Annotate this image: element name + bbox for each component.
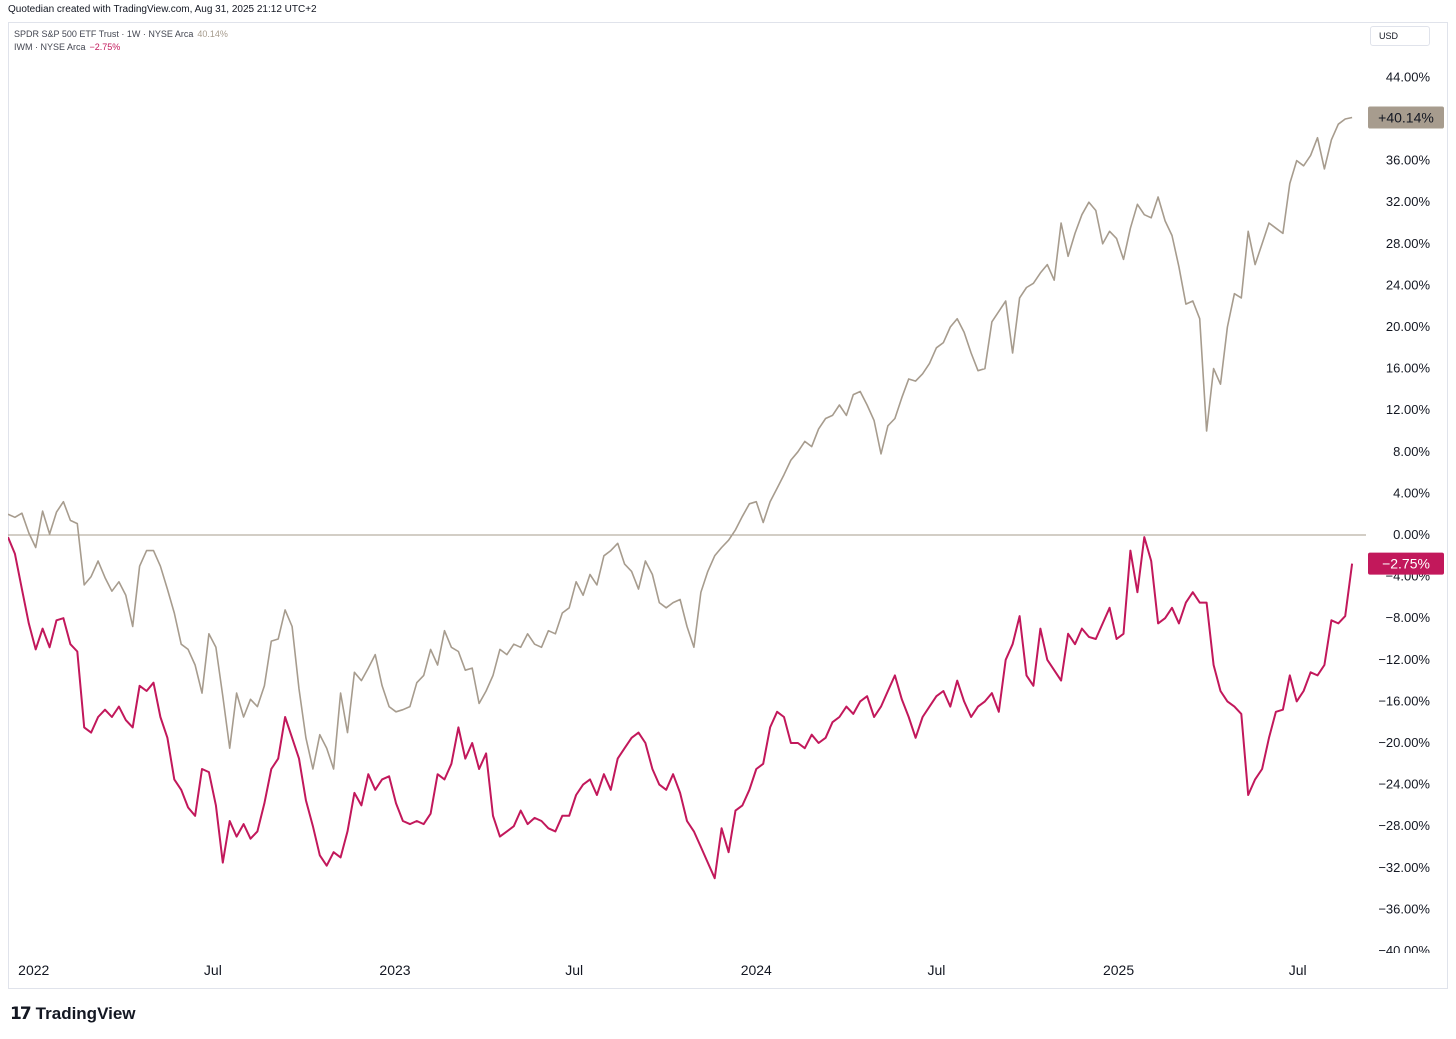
x-tick-label: 2022 <box>18 962 49 978</box>
y-tick-label: −32.00% <box>1378 860 1430 875</box>
chart-frame[interactable] <box>8 22 1448 989</box>
y-tick-label: 4.00% <box>1393 485 1430 500</box>
x-tick-label: 2023 <box>379 962 410 978</box>
x-tick-label: Jul <box>565 962 583 978</box>
y-tick-label: 16.00% <box>1386 361 1431 376</box>
y-tick-label: −16.00% <box>1378 693 1430 708</box>
tradingview-logo[interactable]: 𝟭𝟳 TradingView <box>10 1003 136 1025</box>
x-tick-label: 2025 <box>1103 962 1134 978</box>
y-tick-label: −24.00% <box>1378 777 1430 792</box>
last-value-label-iwm: −2.75% <box>1382 556 1430 572</box>
legend-value-iwm: −2.75% <box>89 42 121 52</box>
x-tick-label: Jul <box>204 962 222 978</box>
tradingview-logo-icon: 𝟭𝟳 <box>10 1004 32 1024</box>
y-tick-label: 36.00% <box>1386 153 1431 168</box>
legend-row-iwm[interactable]: IWM · NYSE Arca −2.75% <box>14 42 120 52</box>
legend-value-spy: 40.14% <box>197 29 228 39</box>
legend-row-spy[interactable]: SPDR S&P 500 ETF Trust · 1W · NYSE Arca 4… <box>14 29 228 39</box>
y-tick-label: 44.00% <box>1386 69 1431 84</box>
y-tick-label: −36.00% <box>1378 901 1430 916</box>
y-tick-label: 8.00% <box>1393 444 1430 459</box>
x-tick-label: Jul <box>1289 962 1307 978</box>
x-tick-label: 2024 <box>741 962 772 978</box>
y-tick-label: −28.00% <box>1378 818 1430 833</box>
chart-caption: Quotedian created with TradingView.com, … <box>8 4 317 15</box>
series-group <box>8 116 1354 880</box>
y-tick-label: 12.00% <box>1386 402 1431 417</box>
y-tick-label: −12.00% <box>1378 652 1430 667</box>
tradingview-wordmark: TradingView <box>35 1004 136 1023</box>
last-value-label-spy: +40.14% <box>1378 110 1434 126</box>
y-tick-label: 24.00% <box>1386 277 1431 292</box>
y-tick-label: 32.00% <box>1386 194 1431 209</box>
y-tick-label: 20.00% <box>1386 319 1431 334</box>
series-line-iwm[interactable] <box>8 536 1354 880</box>
currency-selector[interactable]: USD <box>1370 26 1430 46</box>
legend-label-iwm: IWM · NYSE Arca <box>14 42 86 52</box>
y-tick-label: −20.00% <box>1378 735 1430 750</box>
last-value-badge-iwm <box>1368 552 1444 575</box>
legend-label-spy: SPDR S&P 500 ETF Trust · 1W · NYSE Arca <box>14 29 194 39</box>
y-tick-label: 28.00% <box>1386 236 1431 251</box>
y-tick-label: −8.00% <box>1386 610 1431 625</box>
last-value-badge-spy <box>1368 106 1444 129</box>
series-line-spy[interactable] <box>8 116 1353 770</box>
y-tick-label: 0.00% <box>1393 527 1430 542</box>
y-tick-label: −40.00% <box>1378 943 1430 958</box>
x-tick-label: Jul <box>927 962 945 978</box>
